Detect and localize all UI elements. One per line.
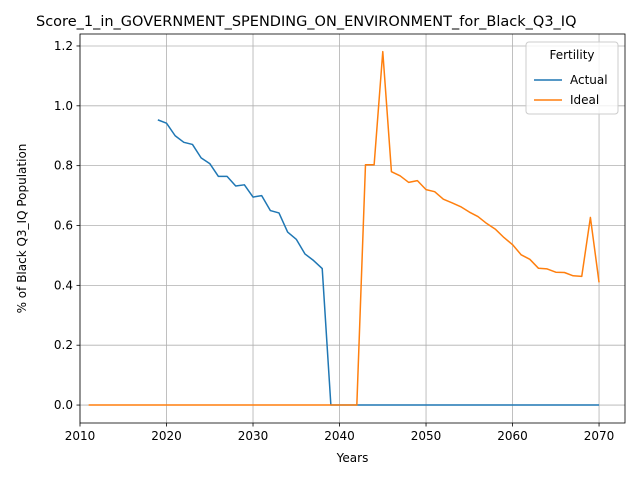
- x-tick-label: 2030: [238, 429, 269, 443]
- series-line-actual: [157, 119, 600, 406]
- x-axis-ticks: 2010 2020 2030 2040 2050 2060 2070: [65, 423, 615, 443]
- legend-box: [525, 41, 619, 115]
- x-tick-label: 2040: [324, 429, 355, 443]
- y-axis-label: % of Black Q3_IQ Population: [15, 144, 29, 314]
- x-tick-label: 2050: [411, 429, 442, 443]
- x-axis-label: Years: [336, 451, 369, 465]
- legend-label-ideal: Ideal: [570, 93, 599, 107]
- y-axis-ticks: 0.0 0.2 0.4 0.6 0.8 1.0 1.2: [54, 39, 80, 412]
- legend-title: Fertility: [549, 48, 594, 62]
- series-line-ideal: [88, 50, 600, 406]
- x-tick-label: 2010: [65, 429, 96, 443]
- y-tick-label: 1.2: [54, 39, 73, 53]
- legend-label-actual: Actual: [570, 73, 608, 87]
- y-tick-label: 0.6: [54, 219, 73, 233]
- y-tick-label: 0.4: [54, 278, 73, 292]
- series-lines: [88, 50, 600, 406]
- x-tick-label: 2070: [584, 429, 615, 443]
- y-tick-label: 1.0: [54, 99, 73, 113]
- y-tick-label: 0.2: [54, 338, 73, 352]
- y-tick-label: 0.0: [54, 398, 73, 412]
- x-tick-label: 2060: [497, 429, 528, 443]
- legend-items: Actual Ideal: [534, 73, 608, 107]
- chart-title: Score_1_in_GOVERNMENT_SPENDING_ON_ENVIRO…: [36, 14, 576, 30]
- x-tick-label: 2020: [151, 429, 182, 443]
- plot-frame: [79, 33, 626, 424]
- y-tick-label: 0.8: [54, 159, 73, 173]
- legend: Fertility Actual Ideal: [525, 41, 619, 115]
